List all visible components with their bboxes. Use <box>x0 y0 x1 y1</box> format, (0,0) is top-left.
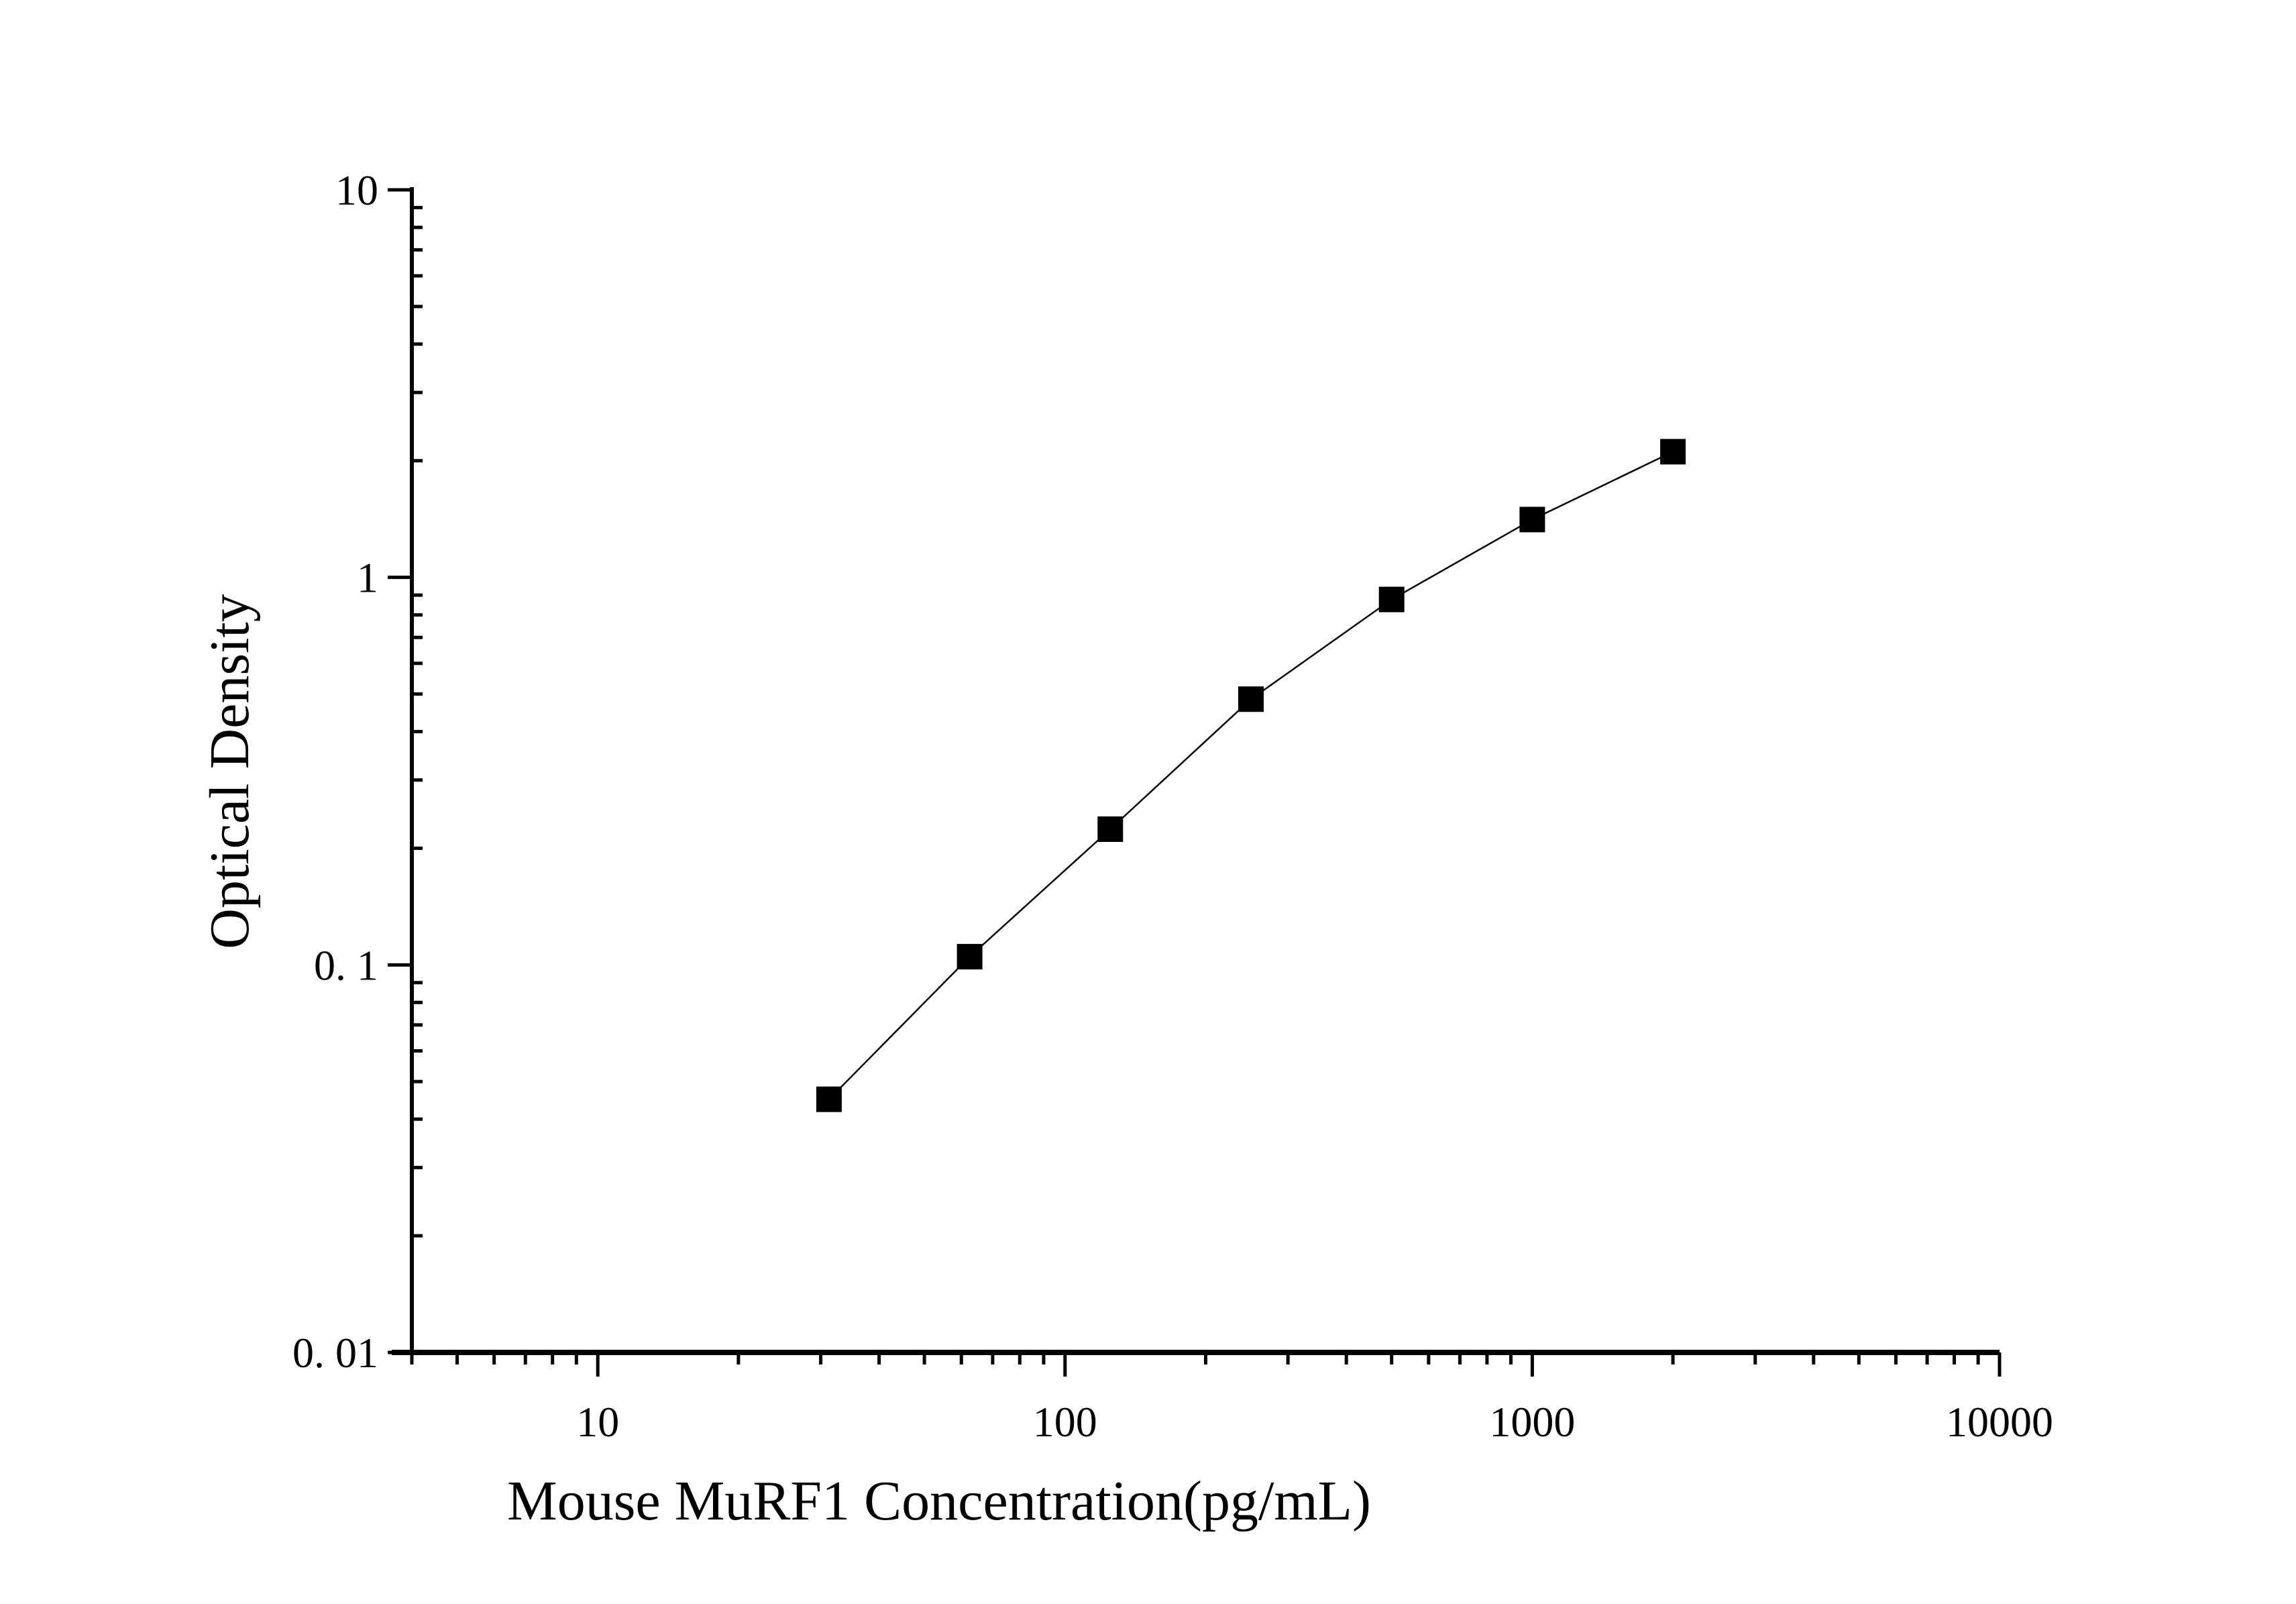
axes <box>392 187 2000 1355</box>
y-axis-label: Optical Density <box>199 594 261 949</box>
x-tick-label: 10000 <box>1946 1398 2053 1446</box>
x-tick-label: 100 <box>1033 1398 1097 1446</box>
data-point <box>1097 816 1124 843</box>
x-tick-label: 1000 <box>1489 1398 1575 1446</box>
data-point <box>1378 586 1405 612</box>
y-tick-label: 0. 01 <box>292 1329 378 1377</box>
data-point <box>956 944 983 970</box>
data-point <box>1238 686 1264 712</box>
y-tick-label: 0. 1 <box>314 941 378 989</box>
series-line <box>828 451 1674 1100</box>
y-tick-label: 10 <box>335 166 378 214</box>
data-point <box>1519 506 1545 533</box>
x-tick-label: 10 <box>576 1398 619 1446</box>
y-tick-label: 1 <box>357 554 378 602</box>
data-point <box>816 1086 842 1112</box>
data-point <box>1660 439 1686 465</box>
x-axis-label: Mouse MuRF1 Concentration(pg/mL) <box>507 1470 1371 1532</box>
series <box>816 439 1686 1112</box>
ticks: 10 100 1000 10000 0. 01 0. 1 1 10 <box>292 166 2053 1446</box>
